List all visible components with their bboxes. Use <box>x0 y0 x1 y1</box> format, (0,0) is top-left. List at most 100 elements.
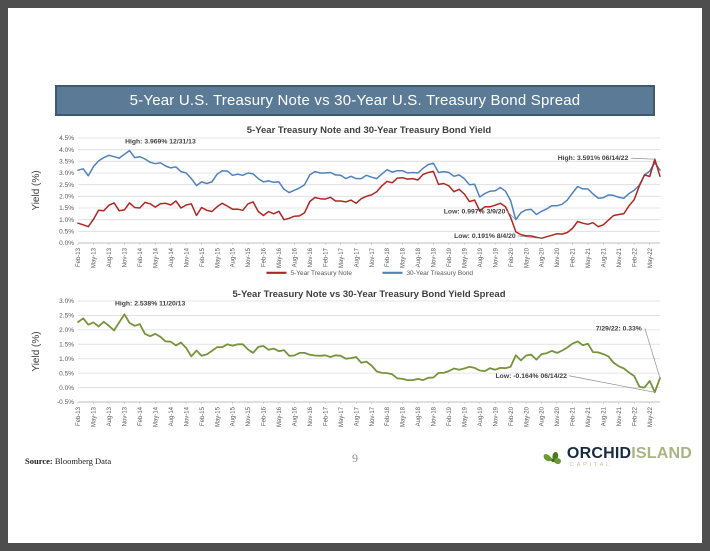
yield-spread-chart: -0.5% 0.0% 0.5% 1.0% 1.5% 2.0% 2.5% 3.0% Feb-13 M… <box>31 289 661 427</box>
svg-text:Nov-21: Nov-21 <box>617 247 623 267</box>
svg-text:Nov-20: Nov-20 <box>555 406 561 426</box>
svg-text:May-19: May-19 <box>462 406 468 427</box>
svg-text:Nov-15: Nov-15 <box>246 406 252 426</box>
svg-text:Aug-21: Aug-21 <box>602 406 608 426</box>
svg-text:0.5%: 0.5% <box>59 370 74 377</box>
svg-text:May-17: May-17 <box>339 406 345 427</box>
svg-text:2.0%: 2.0% <box>59 194 74 201</box>
svg-text:May-15: May-15 <box>215 247 221 268</box>
svg-text:4.5%: 4.5% <box>59 135 74 142</box>
svg-text:Nov-19: Nov-19 <box>493 406 499 426</box>
svg-text:May-21: May-21 <box>586 406 592 427</box>
svg-text:May-16: May-16 <box>277 406 283 427</box>
svg-text:Feb-20: Feb-20 <box>509 406 515 426</box>
svg-text:Feb-15: Feb-15 <box>200 247 206 267</box>
svg-text:2.0%: 2.0% <box>59 327 74 334</box>
svg-text:May-20: May-20 <box>524 406 530 427</box>
svg-text:30-Year Treasury Bond: 30-Year Treasury Bond <box>406 270 473 277</box>
slide-title-banner: 5-Year U.S. Treasury Note vs 30-Year U.S… <box>55 85 655 116</box>
svg-text:Nov-14: Nov-14 <box>184 247 190 267</box>
svg-text:5-Year Treasury Note: 5-Year Treasury Note <box>290 270 352 277</box>
svg-text:Yield (%): Yield (%) <box>31 170 42 210</box>
svg-text:May-14: May-14 <box>153 247 159 268</box>
svg-text:Aug-20: Aug-20 <box>540 247 546 267</box>
svg-text:Feb-18: Feb-18 <box>385 247 391 267</box>
svg-text:1.5%: 1.5% <box>59 341 74 348</box>
slide: 5-Year U.S. Treasury Note vs 30-Year U.S… <box>8 8 702 543</box>
svg-text:Feb-19: Feb-19 <box>447 247 453 267</box>
svg-text:Feb-22: Feb-22 <box>632 247 638 267</box>
svg-text:Nov-14: Nov-14 <box>184 406 190 426</box>
orchid-island-logo: ORCHID ISLAND CAPITAL <box>541 446 692 471</box>
svg-text:Nov-18: Nov-18 <box>432 247 438 267</box>
svg-text:May-18: May-18 <box>401 247 407 268</box>
svg-text:Feb-16: Feb-16 <box>262 247 268 267</box>
svg-text:Nov-13: Nov-13 <box>123 247 129 267</box>
svg-text:Feb-19: Feb-19 <box>447 406 453 426</box>
svg-text:May-19: May-19 <box>462 247 468 268</box>
svg-text:Aug-21: Aug-21 <box>602 247 608 267</box>
treasury-yield-chart: 0.0% 0.5% 1.0% 1.5% 2.0% 2.5% 3.0% 3.5% 4.0% 4.5%… <box>31 125 661 277</box>
svg-text:Nov-16: Nov-16 <box>308 406 314 426</box>
svg-text:2.5%: 2.5% <box>59 313 74 320</box>
svg-text:Nov-16: Nov-16 <box>308 247 314 267</box>
source-text: Bloomberg Data <box>54 456 112 466</box>
svg-text:Aug-19: Aug-19 <box>478 247 484 267</box>
svg-text:1.0%: 1.0% <box>59 356 74 363</box>
svg-text:Feb-20: Feb-20 <box>509 247 515 267</box>
svg-text:-0.5%: -0.5% <box>57 399 74 406</box>
svg-text:Feb-17: Feb-17 <box>323 406 329 426</box>
svg-text:Nov-21: Nov-21 <box>617 406 623 426</box>
svg-text:High: 3.969% 12/31/13: High: 3.969% 12/31/13 <box>125 138 196 145</box>
svg-text:May-20: May-20 <box>524 247 530 268</box>
svg-text:Feb-14: Feb-14 <box>138 406 144 426</box>
svg-text:2.5%: 2.5% <box>59 182 74 189</box>
svg-text:5-Year Treasury Note vs 30-Yea: 5-Year Treasury Note vs 30-Year Treasury… <box>233 289 506 300</box>
svg-text:May-17: May-17 <box>339 247 345 268</box>
svg-text:Aug-14: Aug-14 <box>169 406 175 426</box>
svg-text:Low: 0.191% 8/4/20: Low: 0.191% 8/4/20 <box>454 233 516 240</box>
page-number: 9 <box>352 451 358 465</box>
logo-word-island: ISLAND <box>631 445 692 462</box>
svg-text:0.0%: 0.0% <box>59 385 74 392</box>
svg-text:Feb-21: Feb-21 <box>571 247 577 267</box>
svg-text:7/29/22: 0.33%: 7/29/22: 0.33% <box>596 325 642 332</box>
svg-text:Aug-13: Aug-13 <box>107 247 113 267</box>
svg-text:May-16: May-16 <box>277 247 283 268</box>
svg-text:Nov-18: Nov-18 <box>432 406 438 426</box>
svg-text:Nov-13: Nov-13 <box>123 406 129 426</box>
svg-text:Feb-21: Feb-21 <box>571 406 577 426</box>
svg-text:High: 3.591% 06/14/22: High: 3.591% 06/14/22 <box>558 155 629 162</box>
svg-text:3.0%: 3.0% <box>59 170 74 177</box>
svg-text:Feb-22: Feb-22 <box>632 406 638 426</box>
svg-text:Nov-15: Nov-15 <box>246 247 252 267</box>
svg-text:May-13: May-13 <box>92 406 98 427</box>
svg-text:Nov-19: Nov-19 <box>493 247 499 267</box>
svg-text:May-15: May-15 <box>215 406 221 427</box>
svg-text:Nov-20: Nov-20 <box>555 247 561 267</box>
logo-word-capital: CAPITAL <box>569 462 613 468</box>
svg-text:Aug-18: Aug-18 <box>416 247 422 267</box>
svg-text:Low: -0.164% 06/14/22: Low: -0.164% 06/14/22 <box>496 373 568 380</box>
logo-text: ORCHID ISLAND CAPITAL <box>567 446 692 469</box>
svg-text:May-22: May-22 <box>648 406 654 427</box>
svg-text:Low: 0.997% 3/9/20: Low: 0.997% 3/9/20 <box>444 208 506 215</box>
svg-text:Feb-15: Feb-15 <box>200 406 206 426</box>
source-note: Source: Bloomberg Data <box>25 456 111 466</box>
svg-text:Feb-17: Feb-17 <box>323 247 329 267</box>
svg-text:May-22: May-22 <box>648 247 654 268</box>
svg-text:0.5%: 0.5% <box>59 229 74 236</box>
svg-text:Feb-13: Feb-13 <box>76 247 82 267</box>
svg-text:Aug-17: Aug-17 <box>354 247 360 267</box>
svg-text:Aug-18: Aug-18 <box>416 406 422 426</box>
svg-text:Aug-16: Aug-16 <box>293 406 299 426</box>
svg-text:May-21: May-21 <box>586 247 592 268</box>
svg-text:May-14: May-14 <box>153 406 159 427</box>
svg-text:Aug-15: Aug-15 <box>231 247 237 267</box>
svg-text:Aug-15: Aug-15 <box>231 406 237 426</box>
svg-text:4.0%: 4.0% <box>59 147 74 154</box>
svg-text:Aug-14: Aug-14 <box>169 247 175 267</box>
svg-text:Aug-17: Aug-17 <box>354 406 360 426</box>
svg-text:3.5%: 3.5% <box>59 159 74 166</box>
